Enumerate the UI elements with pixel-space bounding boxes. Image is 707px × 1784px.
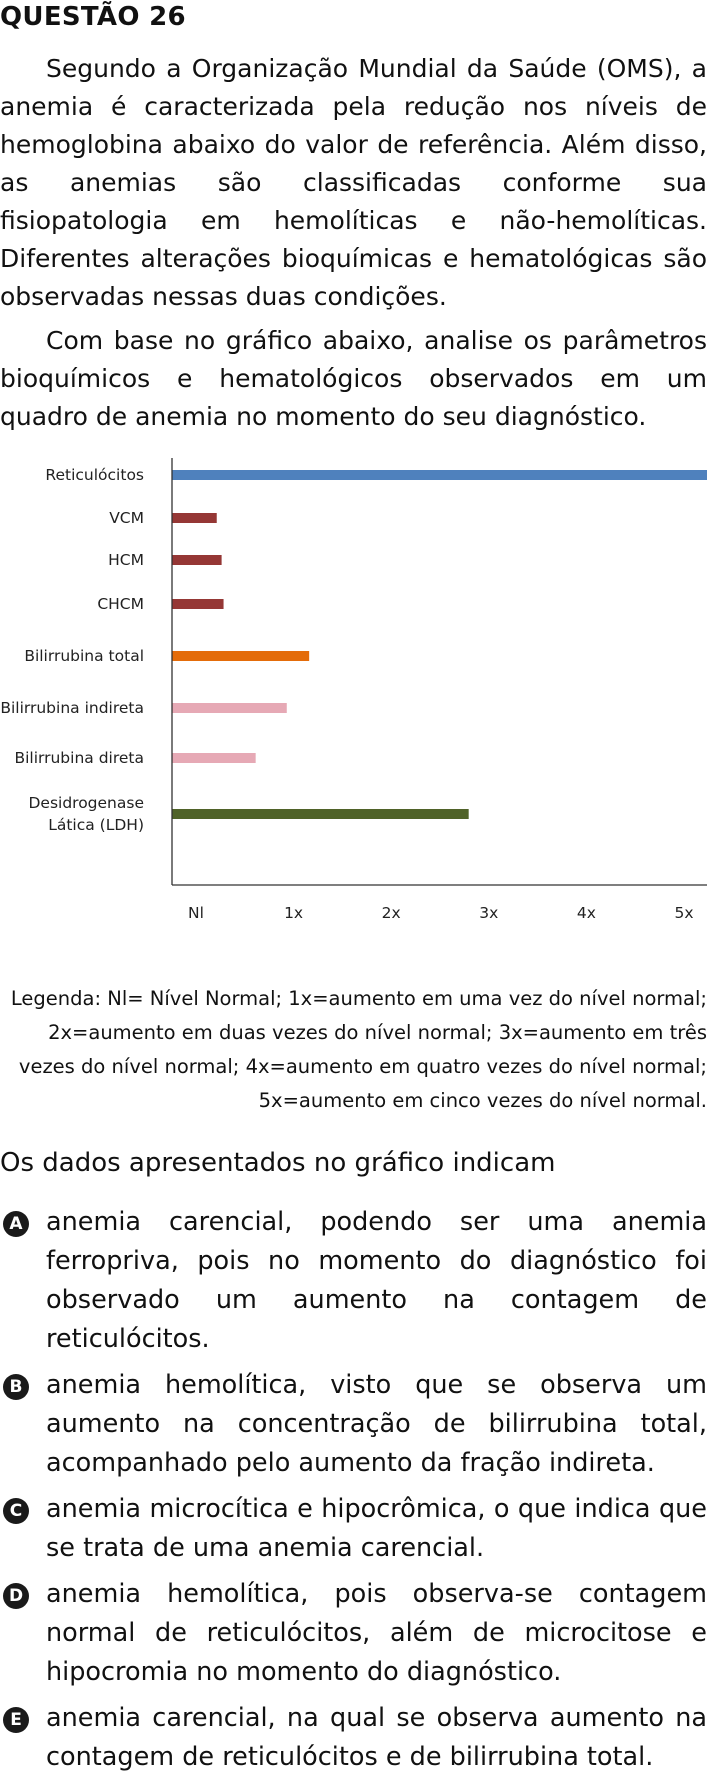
instruction-paragraph: Com base no gráfico abaixo, analise os p… xyxy=(0,326,707,431)
category-labels: Reticulócitos VCM HCM CHCM Bilirrubina total… xyxy=(0,466,144,834)
option-a[interactable]: A anemia carencial, podendo ser uma anem… xyxy=(0,1203,707,1359)
option-d[interactable]: D anemia hemolítica, pois observa-se con… xyxy=(0,1575,707,1692)
category-label: VCM xyxy=(109,509,144,527)
bar xyxy=(172,809,469,819)
category-label: Reticulócitos xyxy=(45,466,144,484)
question-title: QUESTÃO 26 xyxy=(0,2,186,32)
x-tick-label: 2x xyxy=(382,904,401,922)
category-label: Bilirrubina direta xyxy=(14,749,144,767)
chart-legend-text: Legenda: Nl= Nível Normal; 1x=aumento em… xyxy=(10,987,707,1112)
x-tick-labels: Nl 1x 2x 3x 4x 5x xyxy=(188,904,693,922)
category-label: CHCM xyxy=(97,595,144,613)
x-tick-label: Nl xyxy=(188,904,204,922)
bar xyxy=(172,513,217,523)
question-stem: Os dados apresentados no gráfico indicam xyxy=(0,1148,556,1178)
category-label: Bilirrubina indireta xyxy=(0,699,144,717)
category-label: Desidrogenase Lática (LDH) xyxy=(28,794,144,834)
category-label: HCM xyxy=(108,551,144,569)
bar xyxy=(172,651,310,661)
x-tick-label: 3x xyxy=(479,904,498,922)
option-letter-badge: C xyxy=(3,1498,29,1524)
option-letter-badge: A xyxy=(3,1211,29,1237)
option-text: anemia hemolítica, visto que se observa … xyxy=(46,1370,707,1478)
answer-options: A anemia carencial, podendo ser uma anem… xyxy=(0,1203,707,1784)
intro-paragraph: Segundo a Organização Mundial da Saúde (… xyxy=(0,54,707,311)
option-letter-badge: E xyxy=(3,1707,29,1733)
option-text: anemia carencial, na qual se observa aum… xyxy=(46,1703,707,1772)
option-text: anemia microcítica e hipocrômica, o que … xyxy=(46,1494,707,1563)
bar-chart: Reticulócitos VCM HCM CHCM Bilirrubina total… xyxy=(0,458,707,922)
x-tick-label: 5x xyxy=(674,904,693,922)
option-b[interactable]: B anemia hemolítica, visto que se observ… xyxy=(0,1366,707,1483)
category-label: Bilirrubina total xyxy=(24,647,144,665)
option-c[interactable]: C anemia microcítica e hipocrômica, o qu… xyxy=(0,1490,707,1568)
bar xyxy=(172,470,707,480)
option-letter-badge: B xyxy=(3,1374,29,1400)
bar xyxy=(172,555,222,565)
x-tick-label: 1x xyxy=(284,904,303,922)
option-text: anemia hemolítica, pois observa-se conta… xyxy=(46,1579,707,1687)
bar xyxy=(172,599,224,609)
option-text: anemia carencial, podendo ser uma anemia… xyxy=(46,1207,707,1354)
x-tick-label: 4x xyxy=(577,904,596,922)
bar xyxy=(172,703,287,713)
option-letter-badge: D xyxy=(3,1583,29,1609)
chart-bars xyxy=(172,470,707,819)
option-e[interactable]: E anemia carencial, na qual se observa a… xyxy=(0,1699,707,1777)
bar xyxy=(172,753,256,763)
